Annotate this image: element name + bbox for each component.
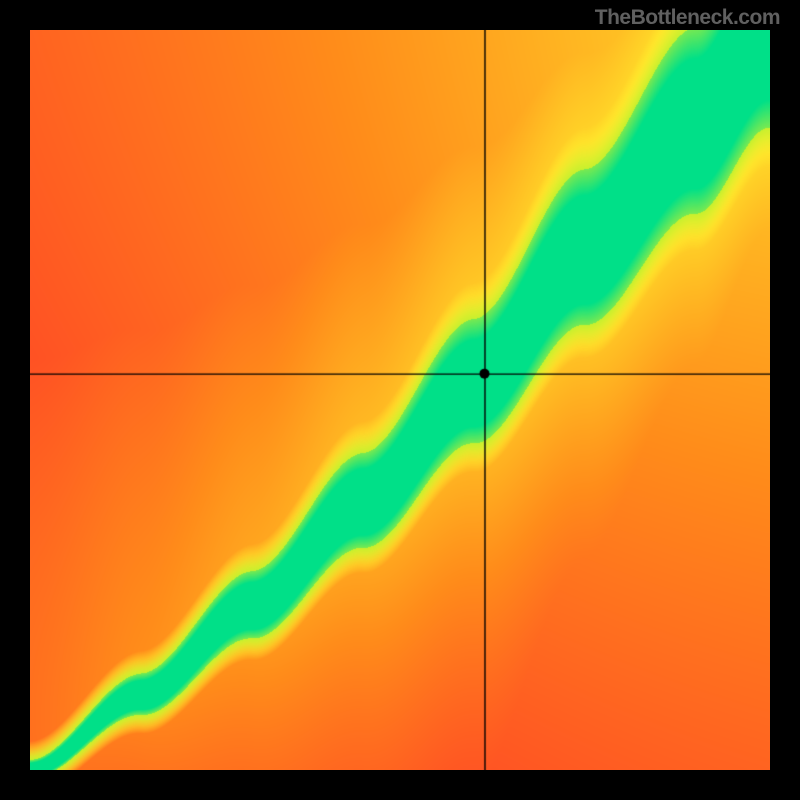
chart-container: TheBottleneck.com [0,0,800,800]
heatmap-plot [30,30,770,770]
heatmap-canvas [30,30,770,770]
watermark-text: TheBottleneck.com [595,6,780,30]
